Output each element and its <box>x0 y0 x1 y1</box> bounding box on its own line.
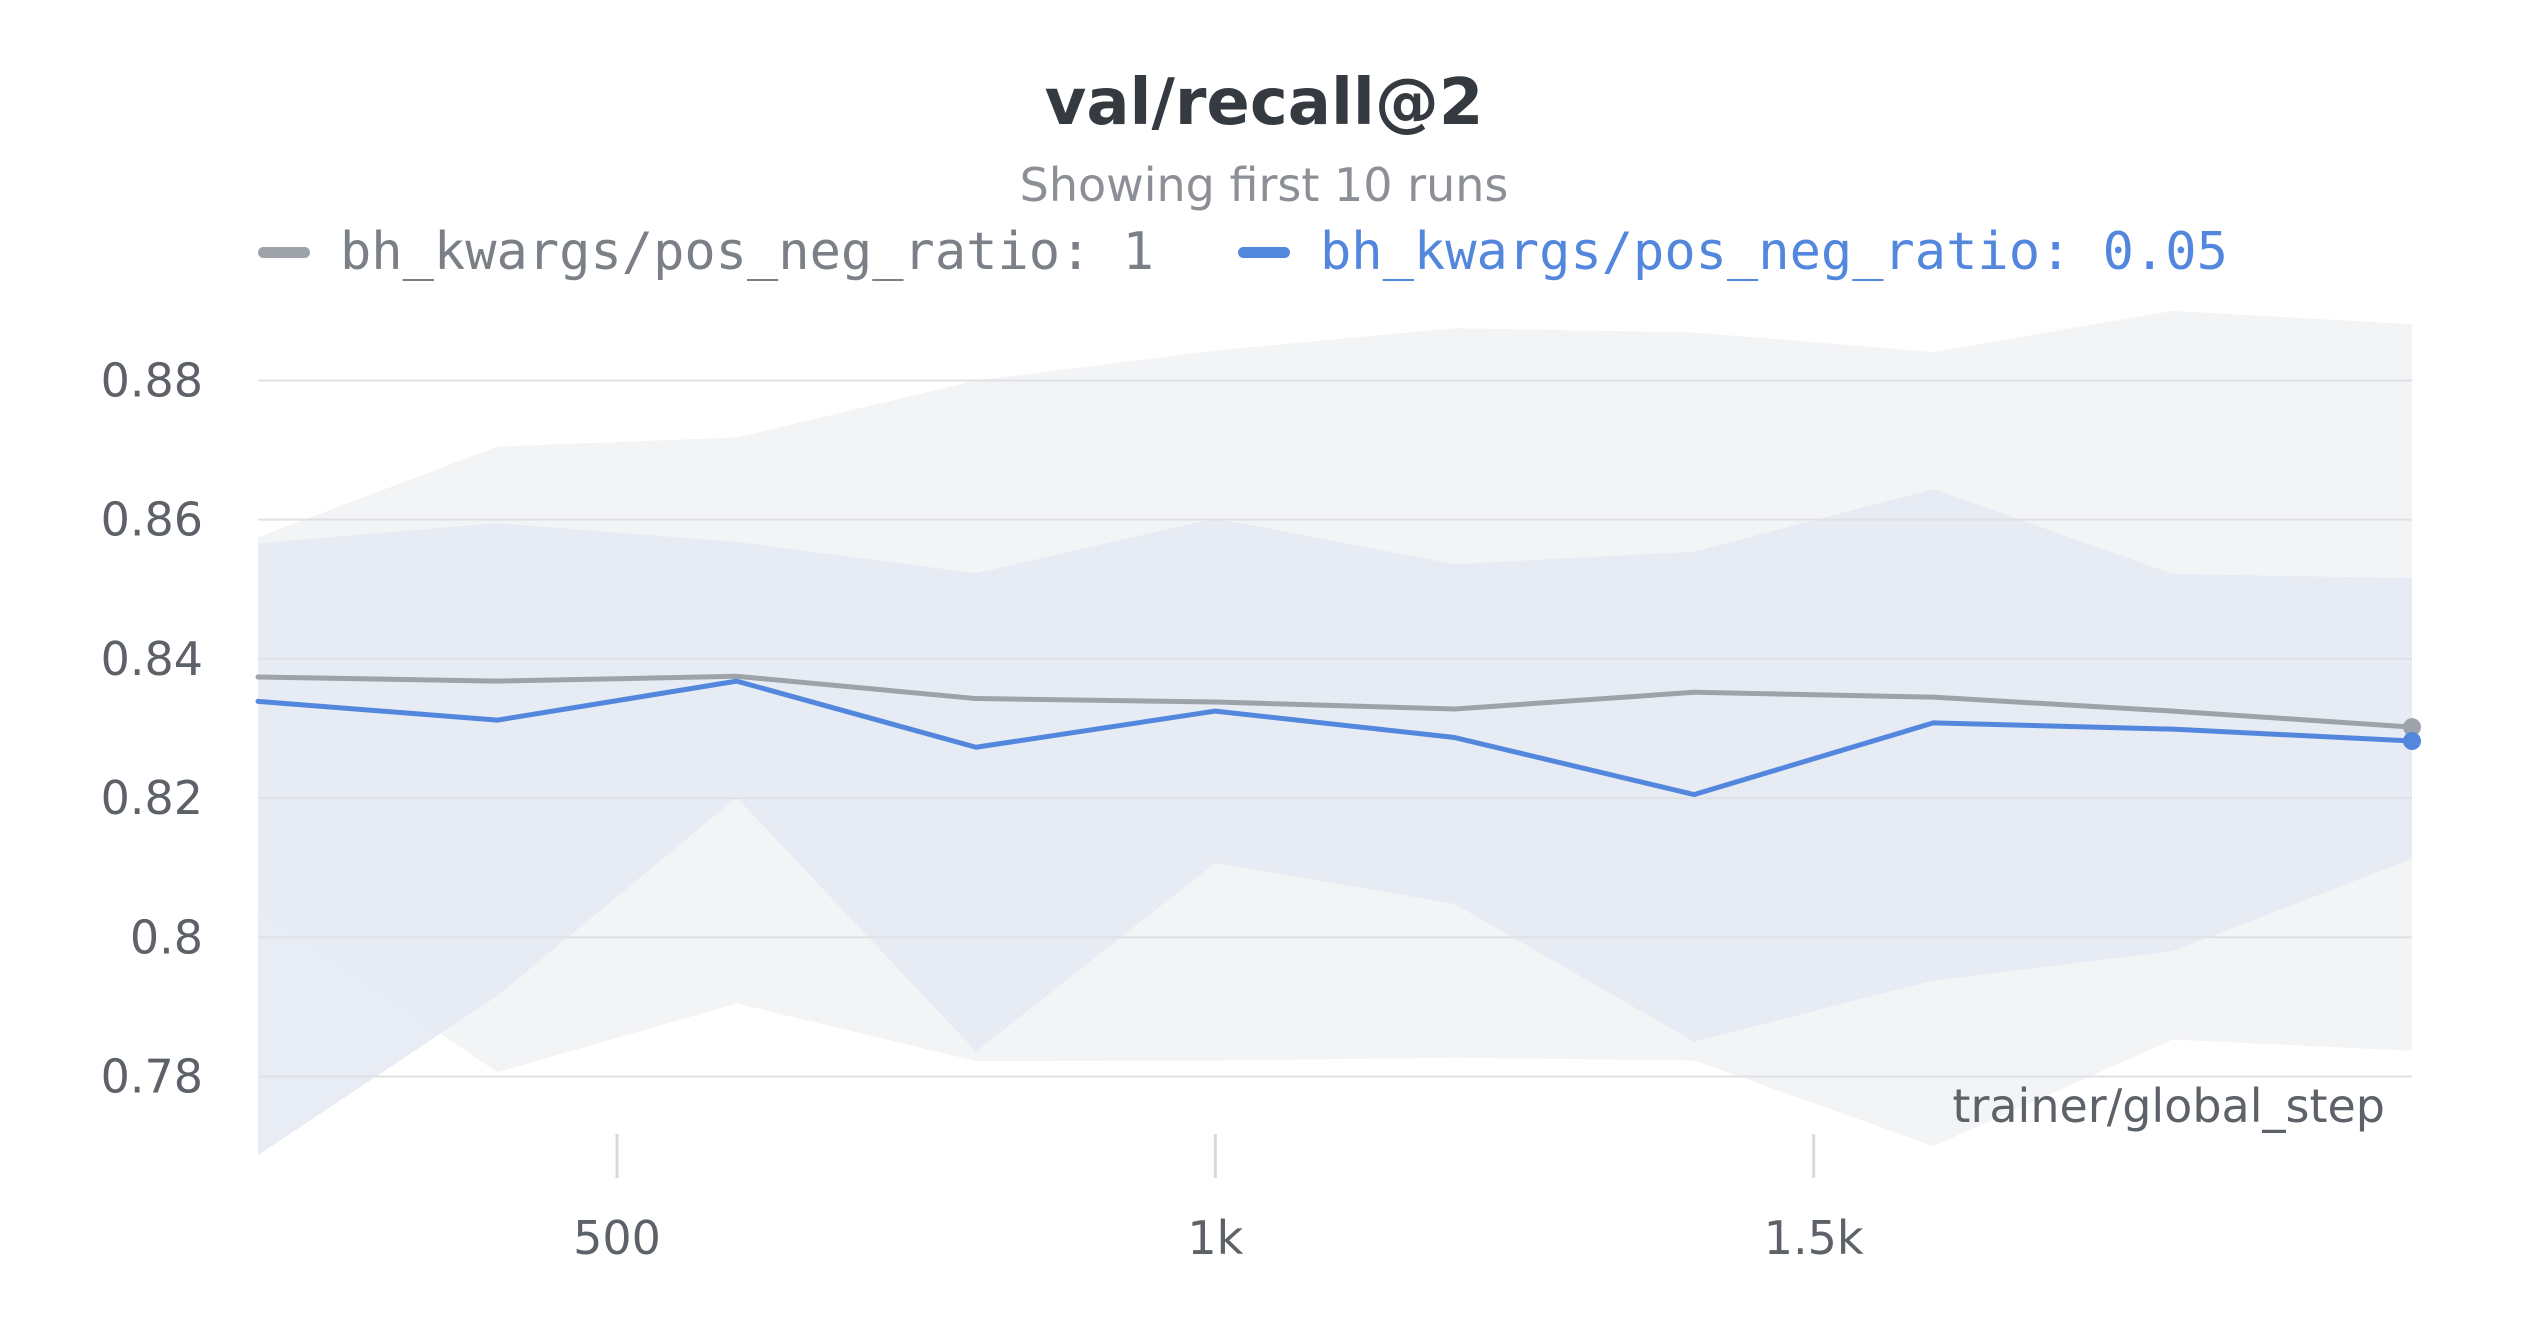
line-series-1[interactable] <box>255 673 2415 730</box>
endpoint-series-1[interactable] <box>2403 718 2421 737</box>
y-tick-label: 0.8 <box>130 910 203 964</box>
legend: bh_kwargs/pos_neg_ratio: 1 bh_kwargs/pos… <box>258 222 2312 282</box>
y-axis: 0.78 0.8 0.82 0.84 0.86 0.88 <box>101 353 203 1103</box>
legend-label-ratio-0-05: bh_kwargs/pos_neg_ratio: 0.05 <box>1319 222 2228 282</box>
x-axis-title: trainer/global_step <box>1952 1079 2385 1133</box>
series-lines <box>255 673 2415 798</box>
x-tick-label: 1k <box>1187 1211 1243 1265</box>
y-tick-label: 0.82 <box>101 771 203 825</box>
endpoint-series-2[interactable] <box>2403 732 2421 751</box>
band-series-2 <box>258 489 2412 1156</box>
y-tick-label: 0.78 <box>101 1049 203 1103</box>
y-tick-label: 0.86 <box>101 493 203 547</box>
series-endpoints <box>2403 718 2421 751</box>
legend-item-ratio-1[interactable]: bh_kwargs/pos_neg_ratio: 1 <box>258 222 1154 282</box>
y-tick-label: 0.88 <box>101 353 203 407</box>
y-tick-label: 0.84 <box>101 632 203 686</box>
gridlines <box>258 379 2412 1078</box>
x-axis: 500 1k 1.5k <box>573 1134 1864 1265</box>
legend-label-ratio-1: bh_kwargs/pos_neg_ratio: 1 <box>340 222 1154 282</box>
chart-subtitle: Showing first 10 runs <box>1019 158 1509 212</box>
line-series-2[interactable] <box>255 678 2415 798</box>
x-tick-label: 1.5k <box>1764 1211 1864 1265</box>
chart-title: val/recall@2 <box>1044 66 1484 140</box>
legend-swatch-ratio-1 <box>258 246 310 258</box>
legend-swatch-ratio-0-05 <box>1237 246 1290 258</box>
x-tick-label: 500 <box>573 1211 661 1265</box>
legend-item-ratio-0-05[interactable]: bh_kwargs/pos_neg_ratio: 0.05 <box>1237 222 2228 282</box>
series-bands <box>258 310 2412 1156</box>
